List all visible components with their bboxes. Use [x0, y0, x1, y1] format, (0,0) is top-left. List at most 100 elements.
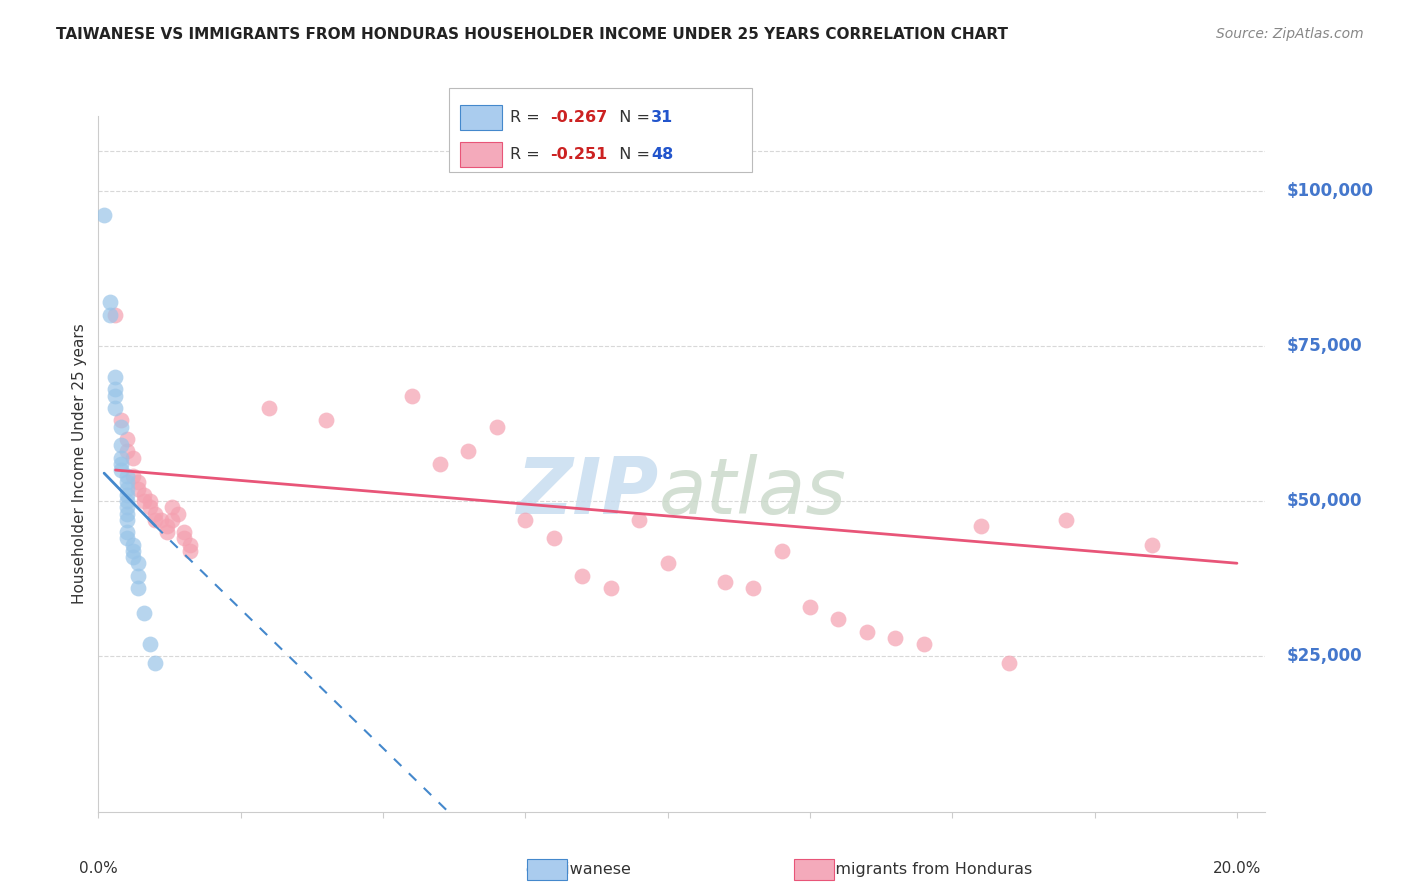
Point — [98, 295, 121, 310]
Point — [571, 568, 593, 582]
Text: $75,000: $75,000 — [1286, 337, 1362, 355]
Point — [115, 444, 138, 458]
Point — [132, 494, 155, 508]
Point — [827, 612, 849, 626]
Point — [115, 482, 138, 496]
Point — [115, 488, 138, 502]
Point — [104, 369, 127, 384]
Point — [115, 500, 138, 515]
Point — [115, 469, 138, 483]
Text: TAIWANESE VS IMMIGRANTS FROM HONDURAS HOUSEHOLDER INCOME UNDER 25 YEARS CORRELAT: TAIWANESE VS IMMIGRANTS FROM HONDURAS HO… — [56, 27, 1008, 42]
Point — [998, 656, 1021, 670]
Text: 48: 48 — [651, 147, 673, 162]
Point — [970, 519, 993, 533]
Point — [121, 450, 143, 465]
Point — [127, 475, 149, 490]
Point — [98, 308, 121, 322]
Point — [150, 513, 173, 527]
Point — [713, 574, 735, 589]
Point — [162, 500, 184, 515]
Point — [173, 525, 195, 540]
Point — [121, 538, 143, 552]
Point — [156, 519, 179, 533]
Point — [884, 631, 907, 645]
Text: atlas: atlas — [658, 454, 846, 530]
Text: R =: R = — [510, 110, 546, 125]
Point — [121, 549, 143, 564]
Text: N =: N = — [609, 110, 655, 125]
Point — [132, 606, 155, 620]
Point — [315, 413, 337, 427]
Text: Taiwanese: Taiwanese — [548, 863, 631, 877]
Point — [110, 457, 132, 471]
Point — [110, 463, 132, 477]
Text: ZIP: ZIP — [516, 454, 658, 530]
Point — [115, 475, 138, 490]
Point — [167, 507, 190, 521]
Text: N =: N = — [609, 147, 655, 162]
Point — [856, 624, 879, 639]
Point — [657, 556, 679, 570]
Point — [104, 308, 127, 322]
Point — [628, 513, 651, 527]
Point — [121, 469, 143, 483]
Point — [115, 494, 138, 508]
Point — [110, 450, 132, 465]
Text: $50,000: $50,000 — [1286, 492, 1362, 510]
Point — [912, 637, 935, 651]
Point — [121, 543, 143, 558]
Text: $100,000: $100,000 — [1286, 181, 1374, 200]
Point — [143, 656, 166, 670]
Point — [742, 581, 765, 595]
Point — [110, 419, 132, 434]
Point — [127, 568, 149, 582]
Point — [115, 507, 138, 521]
Point — [179, 538, 201, 552]
Point — [127, 556, 149, 570]
Point — [401, 388, 423, 402]
Point — [457, 444, 479, 458]
Point — [543, 532, 565, 546]
Y-axis label: Householder Income Under 25 years: Householder Income Under 25 years — [72, 324, 87, 604]
Point — [1140, 538, 1163, 552]
Point — [173, 532, 195, 546]
Point — [138, 500, 160, 515]
Point — [93, 208, 115, 222]
Point — [132, 488, 155, 502]
Point — [104, 388, 127, 402]
Text: Immigrants from Honduras: Immigrants from Honduras — [815, 863, 1033, 877]
Point — [143, 513, 166, 527]
Point — [138, 494, 160, 508]
Text: -0.267: -0.267 — [550, 110, 607, 125]
Point — [115, 525, 138, 540]
Point — [110, 413, 132, 427]
Point — [485, 419, 508, 434]
Point — [599, 581, 621, 595]
Point — [515, 513, 537, 527]
Text: -0.251: -0.251 — [550, 147, 607, 162]
Point — [138, 637, 160, 651]
Point — [143, 507, 166, 521]
Point — [429, 457, 451, 471]
Text: 0.0%: 0.0% — [79, 862, 118, 877]
Text: 20.0%: 20.0% — [1213, 862, 1261, 877]
Text: $25,000: $25,000 — [1286, 648, 1362, 665]
Point — [257, 401, 280, 415]
Point — [1054, 513, 1077, 527]
Point — [127, 581, 149, 595]
Point — [115, 532, 138, 546]
Point — [156, 525, 179, 540]
Point — [104, 401, 127, 415]
Point — [115, 513, 138, 527]
Point — [162, 513, 184, 527]
Point — [110, 438, 132, 452]
Text: 31: 31 — [651, 110, 673, 125]
Point — [799, 599, 821, 614]
Text: R =: R = — [510, 147, 546, 162]
Point — [115, 432, 138, 446]
Point — [127, 482, 149, 496]
Point — [179, 543, 201, 558]
Point — [104, 382, 127, 396]
Point — [770, 543, 793, 558]
Text: Source: ZipAtlas.com: Source: ZipAtlas.com — [1216, 27, 1364, 41]
